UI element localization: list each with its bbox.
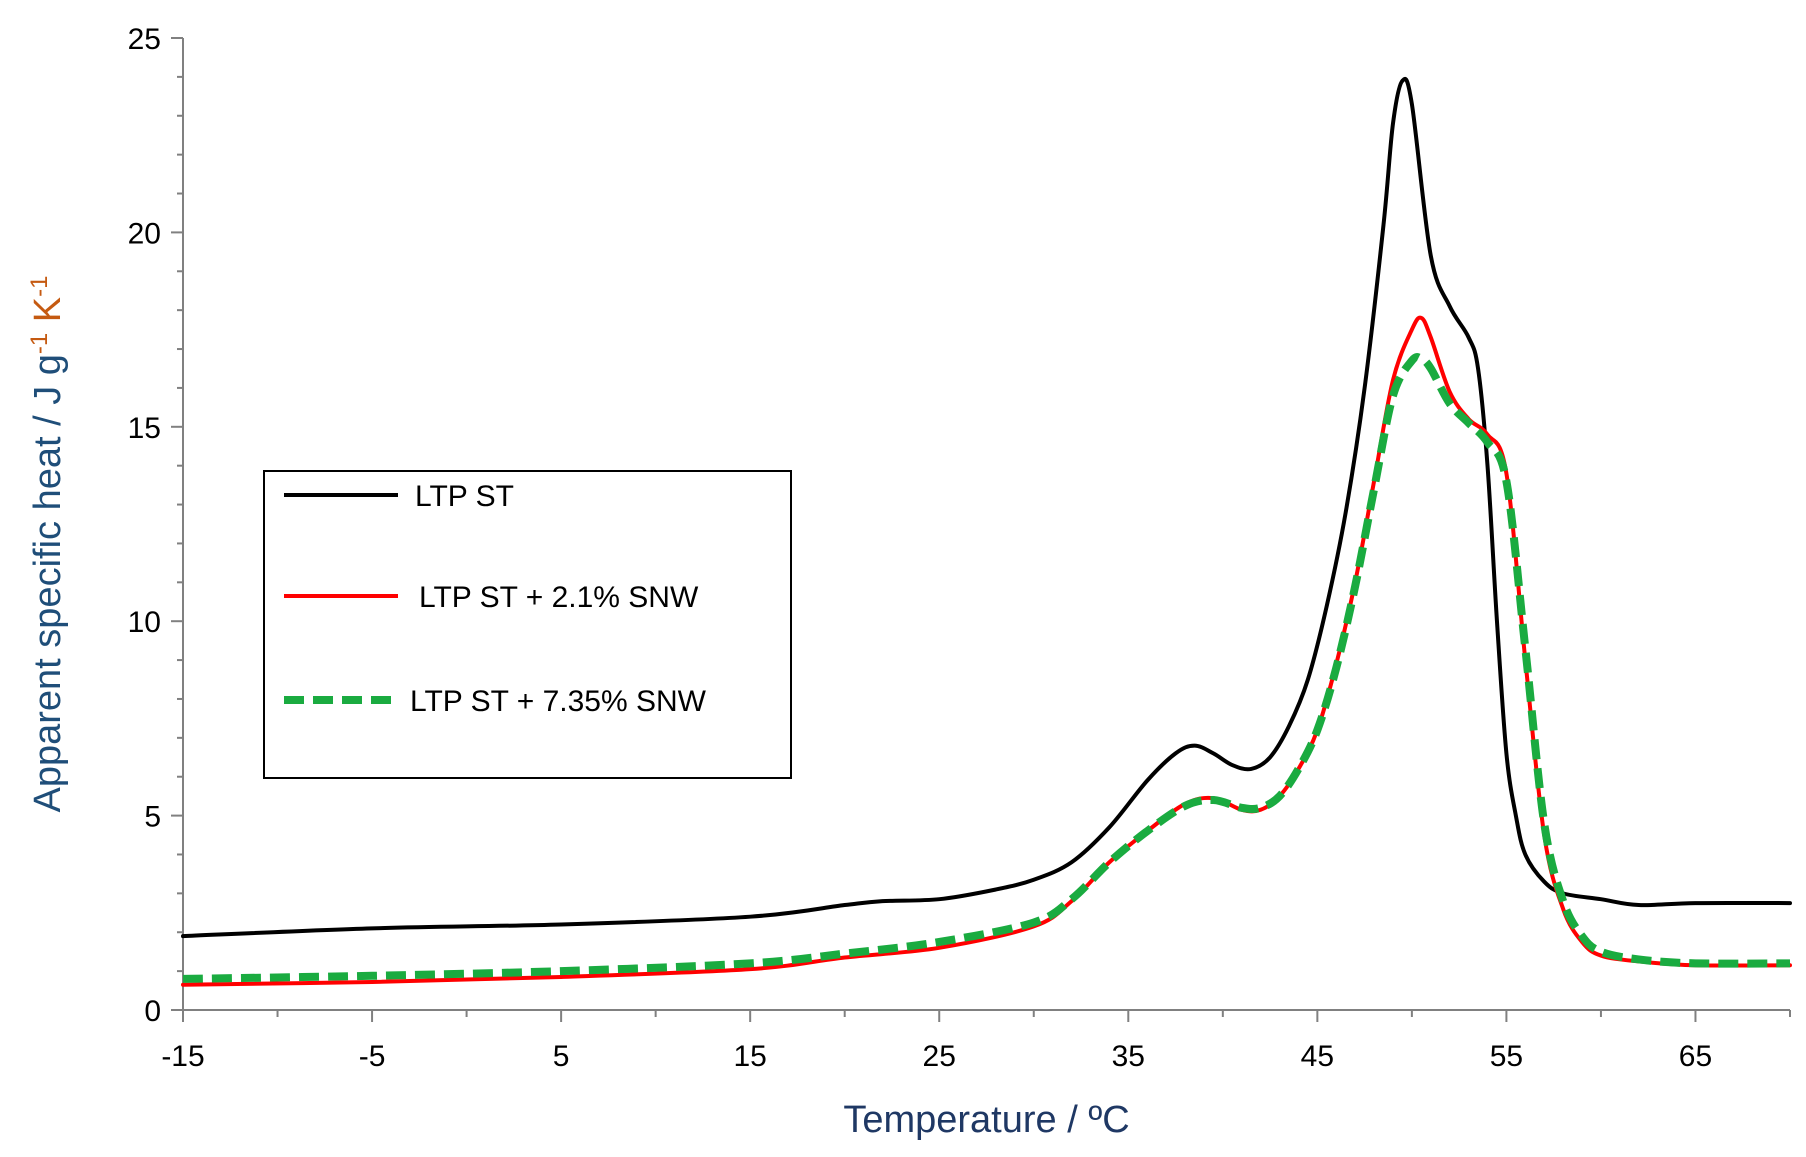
axes (182, 38, 1790, 1011)
x-tick-label: 45 (1301, 1040, 1334, 1073)
x-tick-label: 65 (1679, 1040, 1712, 1073)
x-tick-label: 25 (923, 1040, 956, 1073)
legend: LTP ST LTP ST + 2.1% SNW LTP ST + 7.35% … (263, 470, 792, 779)
y-axis-title: Apparent specific heat / J g-1 K-1 (26, 276, 70, 813)
y-tick-label: 5 (144, 801, 161, 834)
x-tick-label: 15 (733, 1040, 766, 1073)
x-tick-label: 5 (553, 1040, 570, 1073)
y-tick-label: 20 (128, 217, 161, 250)
x-tick-label: 35 (1112, 1040, 1145, 1073)
x-axis-title: Temperature / ºC (843, 1099, 1129, 1141)
y-axis-title-mid: K (27, 297, 69, 333)
legend-label-ltp-st: LTP ST (415, 480, 514, 513)
y-tick-label: 0 (144, 995, 161, 1028)
y-axis-title-sup2: -1 (26, 276, 53, 297)
y-tick-label: 25 (128, 23, 161, 56)
x-tick-label: 55 (1490, 1040, 1523, 1073)
x-ticks: -15 -5 5 15 25 35 45 55 65 (161, 1010, 1791, 1073)
legend-label-ltp-st-7-35-snw: LTP ST + 7.35% SNW (410, 685, 707, 718)
x-tick-label: -15 (161, 1040, 204, 1073)
y-tick-label: 10 (128, 606, 161, 639)
series-layer (181, 76, 1792, 987)
y-tick-label: 15 (128, 412, 161, 445)
legend-label-ltp-st-2-1-snw: LTP ST + 2.1% SNW (419, 581, 699, 614)
y-axis-title-main: Apparent specific heat / J g (27, 354, 69, 812)
x-tick-label: -5 (359, 1040, 386, 1073)
y-ticks: 0 5 10 15 20 25 (128, 23, 183, 1028)
series-line-ltp-st-7-35-snw (182, 352, 1791, 983)
legend-box (263, 470, 792, 779)
series-line-ltp-st (181, 76, 1792, 939)
y-axis-title-sup1: -1 (26, 333, 53, 354)
